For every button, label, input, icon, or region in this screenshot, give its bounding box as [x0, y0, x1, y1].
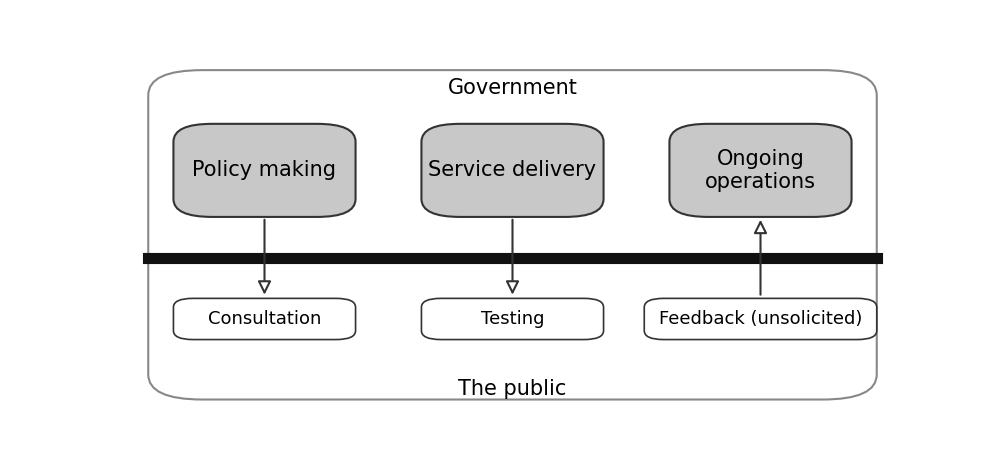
FancyBboxPatch shape: [421, 124, 604, 217]
FancyBboxPatch shape: [421, 299, 604, 339]
Text: Ongoing
operations: Ongoing operations: [705, 149, 816, 192]
FancyBboxPatch shape: [644, 299, 877, 339]
FancyBboxPatch shape: [148, 70, 877, 399]
Text: Policy making: Policy making: [192, 160, 336, 180]
FancyBboxPatch shape: [669, 124, 852, 217]
Text: Consultation: Consultation: [208, 310, 321, 328]
Text: Testing: Testing: [481, 310, 544, 328]
FancyBboxPatch shape: [173, 124, 356, 217]
FancyBboxPatch shape: [173, 299, 356, 339]
Text: Feedback (unsolicited): Feedback (unsolicited): [659, 310, 862, 328]
Text: The public: The public: [458, 379, 567, 399]
Text: Service delivery: Service delivery: [428, 160, 597, 180]
Text: Government: Government: [448, 78, 577, 98]
